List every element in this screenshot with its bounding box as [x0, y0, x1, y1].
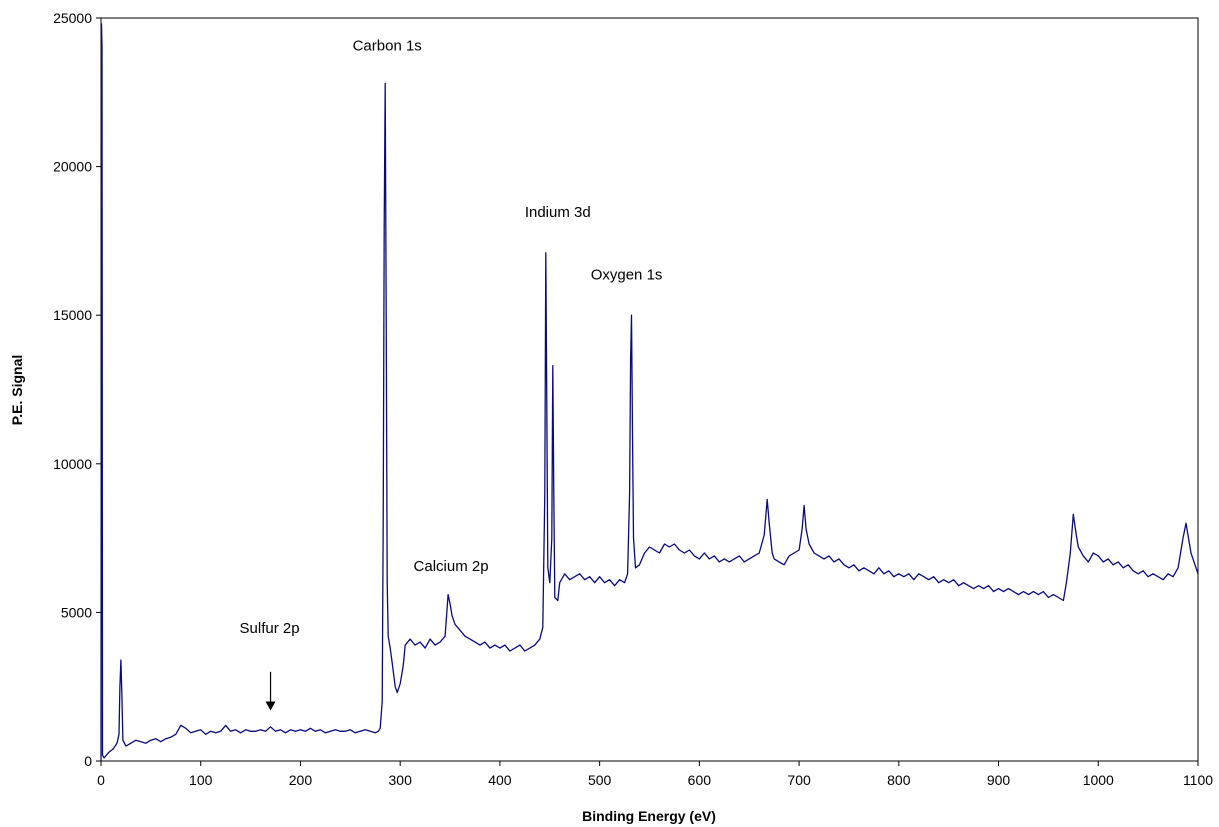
y-tick-label: 0: [84, 753, 92, 769]
x-tick-label: 1100: [1183, 772, 1213, 788]
x-tick-label: 700: [787, 772, 811, 788]
y-tick-label: 25000: [53, 10, 92, 26]
x-tick-label: 300: [389, 772, 413, 788]
sulfur-arrow-head: [265, 701, 276, 711]
peak-annotation: Indium 3d: [525, 204, 591, 221]
peak-annotation: Sulfur 2p: [240, 620, 300, 637]
x-tick-label: 400: [488, 772, 512, 788]
x-axis: 0 100 200 300 400 500 600 700 800 900 1000 1100: [97, 761, 1213, 788]
peak-annotation: Carbon 1s: [353, 38, 422, 55]
y-axis-title: P.E. Signal: [9, 355, 25, 426]
peak-annotation: Calcium 2p: [414, 558, 489, 575]
x-tick-label: 800: [887, 772, 911, 788]
x-tick-label: 600: [688, 772, 712, 788]
x-tick-label: 100: [189, 772, 213, 788]
x-tick-label: 900: [987, 772, 1011, 788]
y-tick-label: 5000: [61, 604, 92, 620]
x-tick-label: 200: [289, 772, 313, 788]
x-tick-label: 500: [588, 772, 612, 788]
plot-frame: [100, 17, 1199, 762]
y-tick-label: 10000: [53, 456, 92, 472]
series-group: [100, 23, 1199, 762]
y-tick-label: 20000: [53, 159, 92, 175]
x-tick-label: 0: [97, 772, 105, 788]
peak-annotation: Oxygen 1s: [591, 267, 663, 284]
x-axis-title: Binding Energy (eV): [582, 808, 716, 824]
series-line: [100, 23, 1199, 762]
annotation-group: Carbon 1s Indium 3d Oxygen 1s Calcium 2p Sul…: [240, 38, 663, 711]
plot-area: [100, 17, 1199, 762]
y-tick-label: 15000: [53, 307, 92, 323]
y-axis: 0 5000 10000 15000 20000 25000: [53, 10, 101, 769]
x-tick-label: 1000: [1083, 772, 1114, 788]
